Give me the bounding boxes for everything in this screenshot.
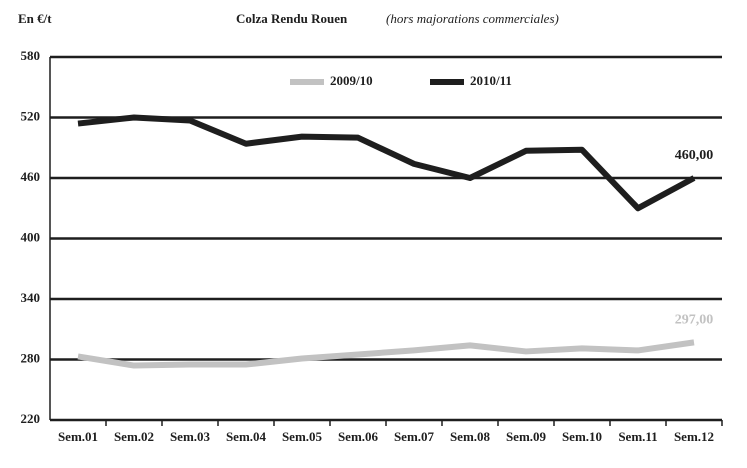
x-tick-label: Sem.09 [506, 429, 547, 444]
x-tick-label: Sem.06 [338, 429, 379, 444]
x-tick-label: Sem.03 [170, 429, 211, 444]
x-tick-label: Sem.04 [226, 429, 267, 444]
x-tick-label: Sem.10 [562, 429, 602, 444]
data-label: 297,00 [675, 313, 714, 328]
x-tick-label: Sem.12 [674, 429, 714, 444]
y-tick-label: 220 [21, 411, 41, 426]
series-line [77, 339, 695, 369]
x-tick-label: Sem.02 [114, 429, 154, 444]
legend-label: 2010/11 [470, 73, 512, 88]
y-tick-label: 520 [21, 108, 41, 123]
chart-subtitle: (hors majorations commerciales) [386, 11, 559, 26]
y-tick-label: 460 [21, 169, 41, 184]
y-tick-label: 400 [21, 229, 41, 244]
x-tick-label: Sem.05 [282, 429, 323, 444]
x-tick-label: Sem.01 [58, 429, 98, 444]
x-tick-label: Sem.07 [394, 429, 435, 444]
y-axis-label: En €/t [18, 11, 52, 26]
x-tick-label: Sem.08 [450, 429, 491, 444]
legend-label: 2009/10 [330, 73, 373, 88]
y-tick-label: 580 [21, 48, 41, 63]
data-label: 460,00 [675, 148, 714, 163]
x-tick-label: Sem.11 [618, 429, 657, 444]
chart-title: Colza Rendu Rouen [236, 11, 348, 26]
series-line [77, 114, 696, 212]
y-tick-label: 280 [21, 350, 41, 365]
y-tick-label: 340 [21, 290, 41, 305]
